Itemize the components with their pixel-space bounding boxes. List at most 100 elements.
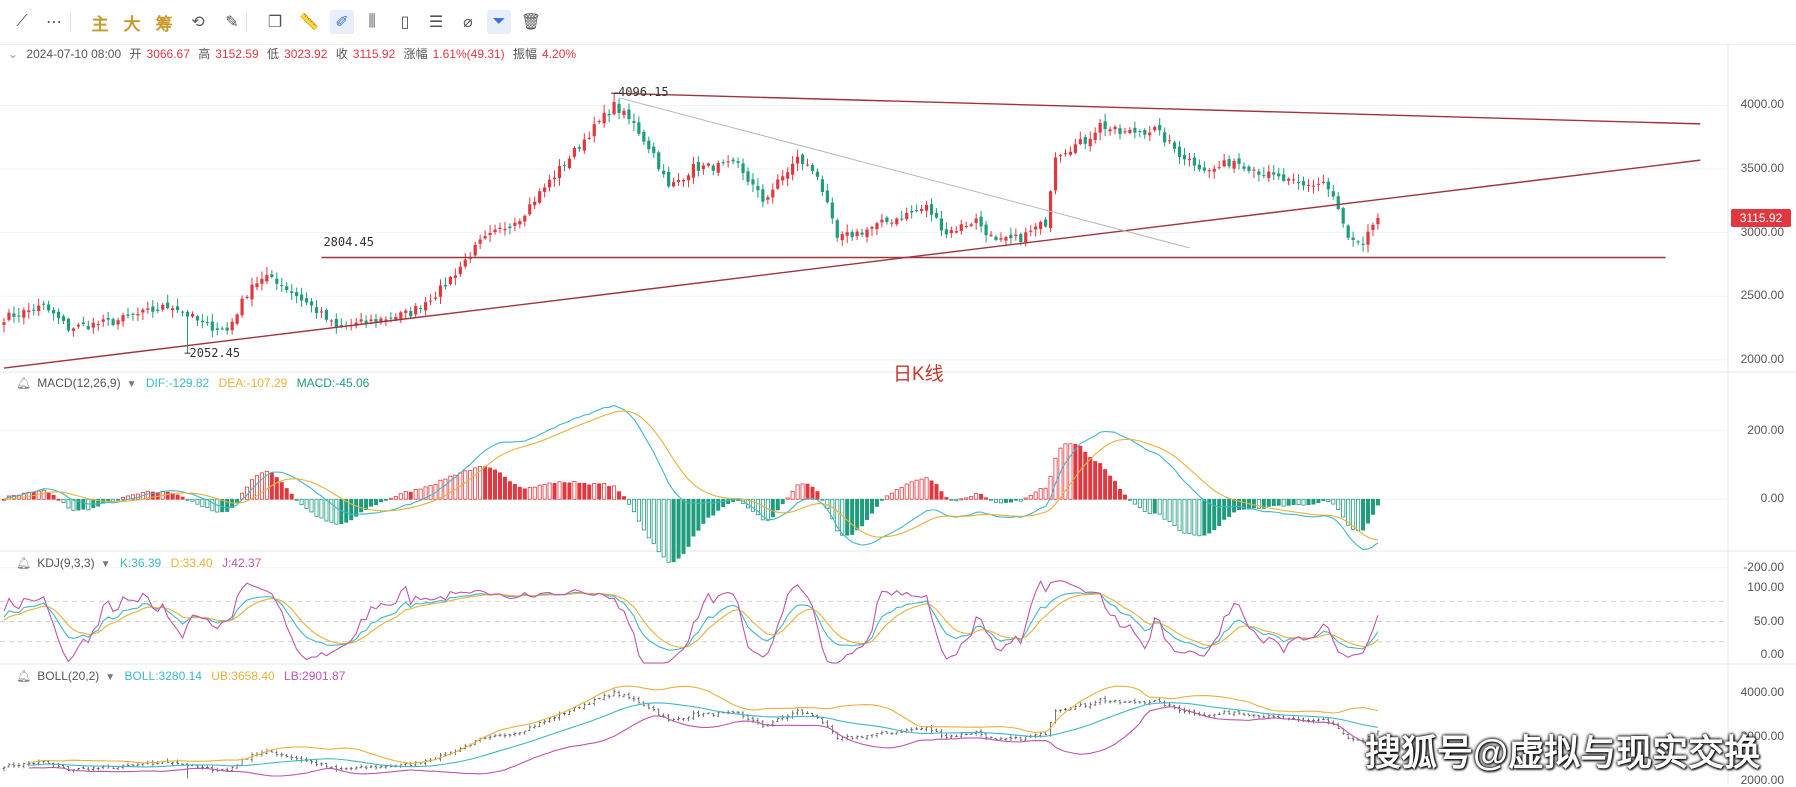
macd-bar bbox=[874, 498, 879, 507]
candle-body bbox=[190, 313, 195, 317]
macd-bar bbox=[408, 491, 413, 500]
candle-body bbox=[627, 109, 631, 120]
macd-bar bbox=[96, 498, 101, 507]
candle-body bbox=[176, 306, 180, 311]
macd-bar bbox=[775, 498, 780, 511]
candle-body bbox=[746, 171, 750, 182]
candle-body bbox=[96, 324, 100, 326]
macd-bar bbox=[1152, 498, 1157, 514]
note-icon[interactable]: ☰ bbox=[428, 14, 444, 31]
filter-icon[interactable]: ⏷ bbox=[487, 10, 511, 34]
axis-tick-label: 50.00 bbox=[1753, 613, 1784, 628]
change-value: 1.61%(49.31) bbox=[432, 47, 505, 61]
macd-bar bbox=[612, 485, 617, 500]
macd-bar bbox=[820, 498, 825, 501]
macd-bar bbox=[1281, 498, 1286, 507]
kdj-dropdown-icon[interactable]: ▼ bbox=[100, 559, 111, 570]
alert-bell-icon[interactable]: 🔔︎ bbox=[16, 376, 32, 390]
macd-dif: DIF:-129.82 bbox=[145, 376, 210, 390]
macd-bar bbox=[493, 469, 498, 500]
candle-body bbox=[984, 224, 988, 236]
macd-bar bbox=[1316, 498, 1321, 504]
candle-body bbox=[676, 179, 681, 182]
candle-body bbox=[1148, 132, 1152, 136]
candle-body bbox=[86, 326, 90, 330]
candle-body bbox=[300, 294, 304, 301]
macd-bar bbox=[1113, 481, 1118, 500]
alert-bell-icon[interactable]: 🔔︎ bbox=[16, 669, 32, 683]
macd-bar bbox=[860, 498, 865, 527]
candle-body bbox=[1202, 167, 1206, 171]
macd-bar bbox=[1276, 498, 1281, 506]
candle-body bbox=[1044, 219, 1048, 227]
candle-body bbox=[210, 321, 214, 331]
large-chip-label[interactable]: 大 bbox=[123, 14, 141, 34]
macd-bar bbox=[279, 482, 284, 500]
kdj-name[interactable]: KDJ(9,3,3) bbox=[37, 556, 95, 570]
chip-distribution-label[interactable]: 筹 bbox=[155, 14, 173, 34]
macd-bar bbox=[354, 498, 359, 517]
more-dots-icon[interactable]: ⋯ bbox=[46, 14, 62, 31]
candle-body bbox=[1212, 168, 1216, 172]
candle-body bbox=[959, 224, 963, 231]
macd-bar bbox=[1212, 498, 1217, 531]
macd-bar bbox=[587, 484, 592, 500]
collapse-toggle-icon[interactable]: ⌄ bbox=[8, 47, 19, 61]
candle-body bbox=[1311, 185, 1316, 187]
candle-body bbox=[964, 226, 968, 228]
high-value: 3152.59 bbox=[215, 47, 259, 61]
candle-body bbox=[592, 124, 596, 137]
candle-body bbox=[726, 161, 730, 163]
main-chip-label[interactable]: 主 bbox=[91, 14, 109, 34]
macd-dif-line bbox=[3, 404, 1379, 551]
brush-icon[interactable]: ✐ bbox=[330, 10, 354, 34]
candle-body bbox=[458, 266, 462, 275]
macd-bar bbox=[46, 492, 51, 500]
ruler-icon[interactable]: 📏 bbox=[299, 14, 319, 31]
boll-name[interactable]: BOLL(20,2) bbox=[37, 669, 100, 683]
copy-icon[interactable]: ❐ bbox=[267, 14, 283, 31]
candlestick-icon[interactable]: ⫼ bbox=[368, 13, 376, 30]
macd-bar bbox=[294, 498, 299, 501]
candle-body bbox=[900, 218, 904, 220]
replay-icon[interactable]: ⟲ bbox=[191, 14, 205, 31]
boll-mid-line bbox=[28, 702, 1378, 768]
trash-icon[interactable]: 🗑 bbox=[520, 14, 542, 31]
macd-bar bbox=[507, 481, 512, 500]
alert-bell-icon[interactable]: 🔔︎ bbox=[16, 556, 32, 570]
thin-trendline bbox=[618, 97, 1190, 249]
change-label: 涨幅 bbox=[403, 47, 428, 61]
candle-body bbox=[667, 171, 671, 187]
macd-bar bbox=[11, 495, 16, 500]
macd-bar bbox=[1197, 498, 1202, 537]
macd-bar bbox=[597, 483, 602, 500]
macd-bar bbox=[845, 498, 850, 536]
macd-bar bbox=[537, 484, 542, 500]
macd-bar bbox=[1023, 497, 1028, 500]
candle-body bbox=[1177, 146, 1182, 158]
candle-body bbox=[845, 232, 849, 236]
boll-dropdown-icon[interactable]: ▼ bbox=[105, 672, 116, 683]
macd-bar bbox=[443, 478, 448, 500]
trend-line-icon[interactable]: ⟋ bbox=[16, 13, 28, 30]
candle-body bbox=[890, 222, 894, 224]
macd-bar bbox=[195, 498, 200, 505]
draw-settings-icon[interactable]: ✎ bbox=[225, 14, 239, 31]
candle-body bbox=[949, 230, 953, 234]
toolbar-separator bbox=[70, 12, 71, 32]
macd-bar bbox=[984, 497, 989, 500]
high-label: 高 bbox=[198, 47, 211, 61]
candle-body bbox=[562, 165, 567, 167]
macd-bar bbox=[1202, 498, 1207, 536]
single-candle-icon[interactable]: ▯ bbox=[400, 14, 410, 31]
candle-body bbox=[1108, 129, 1112, 132]
macd-bar bbox=[116, 498, 121, 501]
candle-body bbox=[12, 313, 16, 317]
macd-dropdown-icon[interactable]: ▼ bbox=[126, 379, 137, 390]
macd-name[interactable]: MACD(12,26,9) bbox=[37, 376, 121, 390]
macd-legend: 🔔︎ MACD(12,26,9) ▼ DIF:-129.82 DEA:-107.29… bbox=[16, 375, 375, 393]
magnet-icon[interactable]: ⌀ bbox=[463, 14, 473, 31]
candle-body bbox=[1103, 121, 1107, 130]
candle-body bbox=[146, 308, 150, 310]
